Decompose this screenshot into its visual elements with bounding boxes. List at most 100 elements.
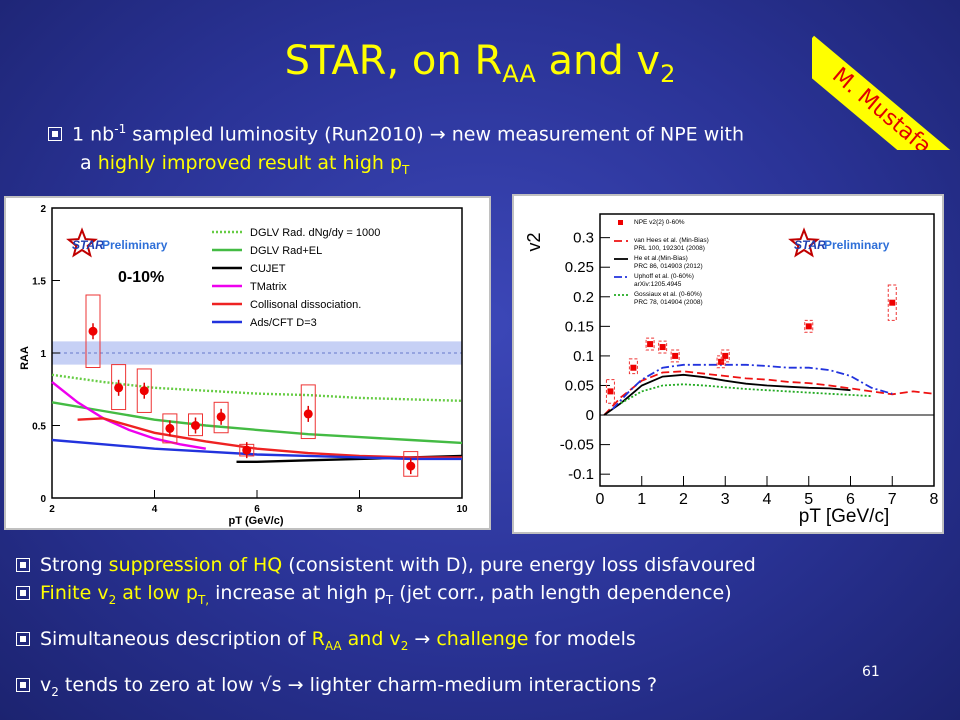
y-tick-label: 0.5 [32, 422, 46, 433]
x-tick-label: 0 [596, 491, 605, 508]
data-point [406, 461, 416, 471]
checkbox-bullet-icon [16, 632, 30, 646]
data-point [672, 352, 679, 359]
y-tick-label: 2 [40, 204, 46, 215]
author-banner: M. Mustafa [812, 0, 960, 150]
y-tick-label: 1.5 [32, 277, 46, 288]
checkbox-bullet-icon [16, 586, 30, 600]
intro-line-2: a highly improved result at high pT [80, 152, 410, 177]
star-logo-text: STAR [794, 238, 826, 252]
model-curve-4 [77, 417, 462, 459]
legend-label-0: NPE v2{2} 0-60% [634, 219, 685, 226]
systematic-box [136, 368, 152, 413]
slide-title: STAR, on RAA and v2 [284, 38, 676, 88]
legend-label-1: van Hees et al. (Min-Bias) [634, 237, 709, 244]
star-logo-text: STAR [72, 238, 104, 252]
raa-chart-panel: 2 4 6 8 10 0 0.5 1 1.5 2 RAA pT (GeV/c) DGLV Rad. dN… [4, 196, 491, 530]
systematic-bracket [628, 358, 638, 375]
y-tick-label: 0 [40, 494, 46, 505]
data-point [191, 421, 200, 430]
y-tick-label: 0.3 [573, 230, 594, 247]
systematic-box [213, 401, 229, 434]
data-point [889, 299, 896, 306]
y-tick-label: 1 [40, 349, 46, 360]
x-axis-label: pT (GeV/c) [228, 515, 283, 527]
star-logo-icon [788, 227, 820, 258]
data-point [216, 412, 226, 422]
preliminary-label: Preliminary [102, 238, 168, 252]
data-point [114, 383, 124, 393]
data-point [647, 341, 654, 348]
x-tick-label: 2 [679, 491, 688, 508]
data-point [242, 445, 252, 455]
page-number: 61 [862, 664, 880, 680]
bullet-1: Strong suppression of HQ (consistent wit… [16, 554, 756, 576]
legend-label-3: TMatrix [250, 281, 287, 293]
systematic-box [300, 384, 316, 440]
y-tick-label: -0.1 [568, 466, 594, 483]
legend-label-2: CUJET [250, 263, 286, 275]
raa-chart: 2 4 6 8 10 0 0.5 1 1.5 2 RAA pT (GeV/c) DGLV Rad. dN… [19, 204, 468, 527]
model-curve-2 [611, 363, 893, 410]
data-point [805, 323, 812, 330]
legend-label-3: Uphoff et al. (0-60%) [634, 273, 694, 280]
legend-sub-3: arXiv:1205.4945 [634, 281, 682, 288]
v2-chart: 0 1 2 3 4 5 6 7 8 -0.1 -0.05 0 0.05 0.1 0.15 0.2 0.25 0.3… [524, 213, 939, 527]
systematic-box [162, 413, 178, 444]
y-axis-label: RAA [19, 346, 31, 370]
checkbox-bullet-icon [16, 558, 30, 572]
y-axis-label: v2 [524, 232, 544, 251]
legend-label-2: He et al.(Min-Bias) [634, 255, 688, 262]
star-logo-icon [66, 227, 98, 258]
data-point [659, 344, 666, 351]
legend-label-4: Gossiaux et al. (0-60%) [634, 291, 702, 298]
systematic-box [403, 451, 419, 477]
data-point [607, 388, 614, 395]
x-tick-label: 2 [49, 504, 55, 515]
y-tick-label: 0.1 [573, 348, 594, 365]
x-tick-label: 10 [456, 504, 468, 515]
data-point [630, 364, 637, 371]
model-curve-0 [603, 370, 935, 416]
systematic-bracket [605, 379, 615, 404]
x-tick-label: 7 [888, 491, 897, 508]
checkbox-bullet-icon [16, 678, 30, 692]
bullet-3: Simultaneous description of RAA and v2 →… [16, 628, 636, 653]
data-point [722, 352, 729, 359]
systematic-box [85, 294, 101, 368]
model-curve-1 [603, 373, 851, 416]
legend-marker-0 [618, 220, 623, 225]
y-tick-label: 0.25 [565, 259, 594, 276]
legend-label-4: Collisonal dissociation. [250, 299, 361, 311]
model-curve-3 [620, 383, 872, 404]
model-curve-3 [51, 381, 207, 450]
y-tick-label: 0.05 [565, 377, 594, 394]
model-curve-0 [51, 373, 463, 402]
legend-sub-1: PRL 100, 192301 (2008) [634, 245, 705, 252]
y-tick-label: 0.2 [573, 289, 594, 306]
data-point [165, 423, 175, 433]
v2-chart-panel: 0 1 2 3 4 5 6 7 8 -0.1 -0.05 0 0.05 0.1 0.15 0.2 0.25 0.3… [512, 194, 944, 534]
systematic-box [111, 364, 127, 411]
legend-label-1: DGLV Rad+EL [250, 245, 322, 257]
x-tick-label: 3 [721, 491, 730, 508]
x-tick-label: 6 [254, 504, 260, 515]
checkbox-bullet-icon [48, 127, 62, 142]
data-point [88, 326, 98, 336]
centrality-label: 0-10% [118, 269, 164, 286]
x-tick-label: 5 [804, 491, 813, 508]
model-curve-5 [51, 438, 462, 461]
legend-sub-4: PRC 78, 014904 (2008) [634, 299, 703, 306]
systematic-bracket [887, 284, 897, 321]
legend-label-5: Ads/CFT D=3 [250, 317, 317, 329]
x-tick-label: 8 [357, 504, 363, 515]
legend-sub-2: PRC 86, 014903 (2012) [634, 263, 703, 270]
bullet-2: Finite v2 at low pT, increase at high pT… [16, 582, 732, 607]
x-tick-label: 1 [637, 491, 646, 508]
y-tick-label: -0.05 [560, 437, 594, 454]
preliminary-label: Preliminary [824, 238, 890, 252]
x-tick-label: 4 [152, 504, 158, 515]
systematic-box [188, 413, 203, 437]
x-tick-label: 4 [763, 491, 772, 508]
x-tick-label: 6 [846, 491, 855, 508]
